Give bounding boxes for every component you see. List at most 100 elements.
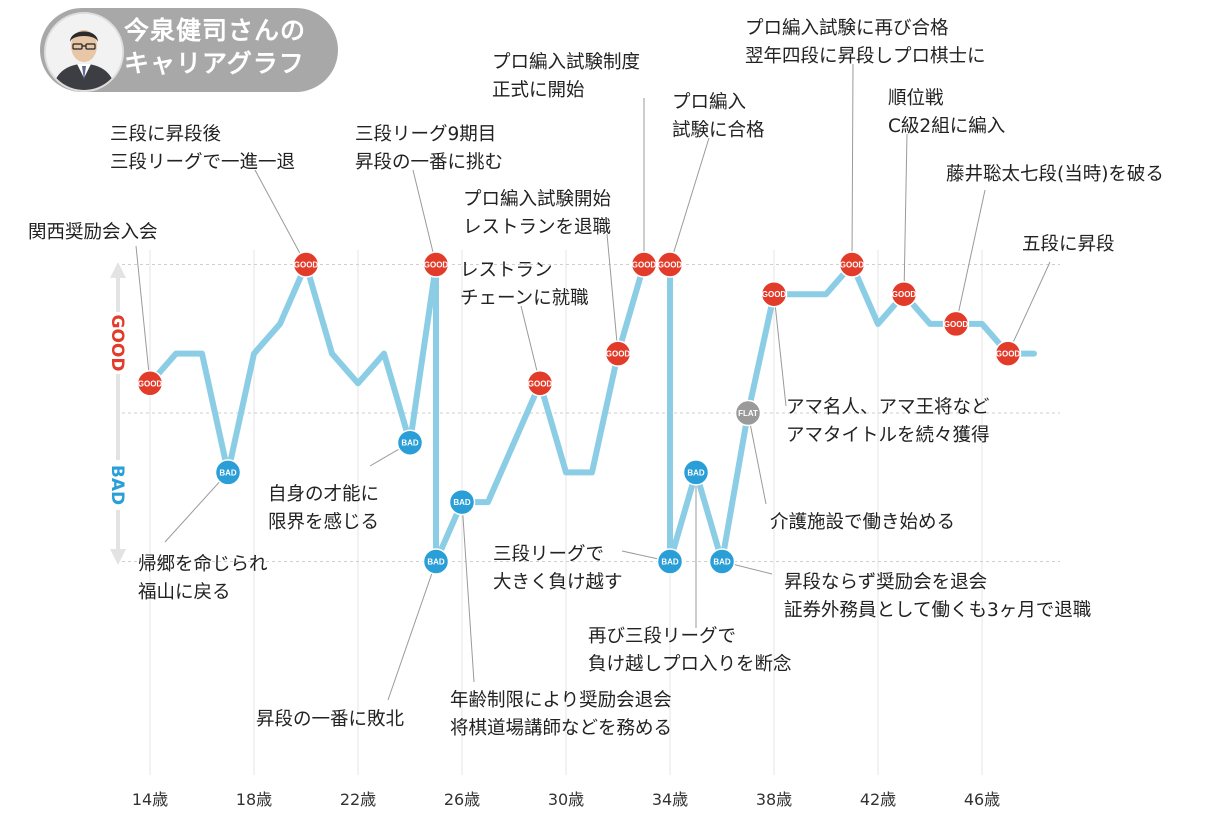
- annotation-line: アマ名人、アマ王将など: [786, 397, 990, 418]
- annotation-line: チェーンに就職: [460, 288, 589, 309]
- marker-good: GOOD: [526, 370, 554, 397]
- x-axis-ticks: 14歳 18歳 22歳 26歳 30歳 34歳 38歳 42歳 46歳: [132, 790, 1000, 809]
- annotation-1: 三段に昇段後三段リーグで一進一退: [110, 124, 295, 173]
- marker-label: GOOD: [840, 261, 865, 270]
- marker-dot: [422, 251, 450, 278]
- annotation-leader: [747, 412, 767, 505]
- marker-dot: [656, 548, 684, 575]
- title-line-2: キャリアグラフ: [124, 49, 305, 78]
- annotations: 関西奨励会入会三段に昇段後三段リーグで一進一退三段リーグ9期目昇段の一番に挑むプ…: [28, 18, 1164, 739]
- annotation-18: 年齢制限により奨励会退会将棋道場講師などを務める: [450, 690, 672, 739]
- marker-label: FLAT: [738, 409, 758, 418]
- arrow-up-icon: [110, 262, 126, 278]
- marker-label: GOOD: [996, 350, 1021, 359]
- x-tick-label: 46歳: [964, 790, 1000, 809]
- annotation-3: プロ編入試験制度正式に開始: [492, 52, 640, 101]
- marker-label: GOOD: [632, 261, 657, 270]
- marker-good: GOOD: [630, 251, 658, 278]
- marker-good: GOOD: [422, 251, 450, 278]
- avatar: [44, 12, 124, 92]
- marker-label: BAD: [427, 558, 445, 567]
- marker-dot: [292, 251, 320, 278]
- marker-dot: [734, 399, 762, 427]
- annotation-line: 再び三段リーグで: [588, 626, 736, 647]
- arrow-down-icon: [110, 549, 126, 565]
- annotation-16: 昇段ならず奨励会を退会証券外務員として働くも3ヶ月で退職: [784, 572, 1091, 621]
- marker-dot: [396, 429, 424, 456]
- annotation-leader: [520, 305, 541, 384]
- annotation-line: プロ編入試験に再び合格: [745, 18, 949, 39]
- annotation-6: レストランチェーンに就職: [460, 260, 589, 309]
- annotation-line: レストランを退職: [463, 217, 611, 238]
- annotation-line: 関西奨励会入会: [28, 222, 158, 243]
- annotation-line: 昇段ならず奨励会を退会: [784, 572, 987, 593]
- annotation-line: プロ編入: [672, 92, 746, 113]
- marker-label: GOOD: [658, 261, 683, 270]
- marker-good: GOOD: [292, 251, 320, 278]
- annotation-leaders: [135, 63, 1051, 701]
- title-line-1: 今泉健司さんの: [124, 16, 307, 45]
- marker-label: GOOD: [892, 290, 917, 299]
- x-tick-label: 22歳: [340, 790, 376, 809]
- marker-good: GOOD: [890, 280, 918, 308]
- marker-good: GOOD: [994, 340, 1022, 367]
- annotation-17: 再び三段リーグで負け越しプロ入りを断念: [588, 626, 792, 675]
- annotation-leader: [254, 169, 307, 265]
- marker-label: GOOD: [762, 290, 787, 299]
- annotation-leader: [851, 63, 854, 265]
- marker-good: GOOD: [942, 310, 970, 338]
- marker-bad: BAD: [214, 459, 242, 486]
- y-label-good: GOOD: [107, 315, 127, 372]
- annotation-line: 試験に合格: [672, 120, 765, 141]
- annotation-line: 大きく負け越す: [493, 572, 623, 593]
- annotation-leader: [387, 561, 437, 701]
- annotation-line: プロ編入試験開始: [463, 189, 611, 210]
- marker-bad: BAD: [396, 429, 424, 456]
- marker-label: BAD: [713, 558, 731, 567]
- y-label-bg: [108, 460, 128, 510]
- y-label-bg: [108, 312, 128, 374]
- annotation-7: プロ編入試験に再び合格翌年四段に昇段しプロ棋士に: [745, 18, 986, 67]
- marker-label: BAD: [219, 468, 237, 477]
- annotation-leader: [412, 169, 437, 265]
- annotation-line: 福山に戻る: [138, 582, 231, 603]
- annotation-5: プロ編入試験開始レストランを退職: [463, 189, 611, 238]
- annotation-leader: [461, 502, 475, 683]
- marker-dot: [214, 459, 242, 486]
- annotation-line: 三段に昇段後: [110, 124, 221, 145]
- annotation-line: 昇段の一番に敗北: [256, 709, 404, 730]
- y-label-bad: BAD: [107, 465, 127, 505]
- marker-dot: [838, 251, 866, 278]
- annotation-line: プロ編入試験制度: [492, 52, 640, 73]
- annotation-line: 三段リーグで一進一退: [110, 152, 295, 173]
- marker-dot: [604, 340, 632, 367]
- annotation-12: 介護施設で働き始める: [770, 512, 955, 533]
- annotation-13: 自身の才能に限界を感じる: [268, 484, 379, 533]
- marker-dot: [656, 251, 684, 278]
- marker-good: GOOD: [760, 280, 788, 308]
- marker-bad: BAD: [656, 548, 684, 575]
- annotation-leader: [606, 233, 619, 354]
- annotation-line: 年齢制限により奨励会退会: [450, 690, 672, 711]
- marker-label: GOOD: [944, 320, 969, 329]
- annotation-line: 五段に昇段: [1022, 234, 1115, 255]
- marker-label: BAD: [453, 498, 471, 507]
- marker-label: BAD: [687, 468, 705, 477]
- annotation-9: 藤井聡太七段(当時)を破る: [946, 164, 1164, 185]
- y-axis: GOOD BAD: [107, 262, 128, 565]
- x-tick-label: 26歳: [444, 790, 480, 809]
- annotation-10: 五段に昇段: [1022, 234, 1115, 255]
- annotation-line: 昇段の一番に挑む: [355, 152, 503, 173]
- marker-bad: BAD: [682, 459, 710, 486]
- marker-good: GOOD: [838, 251, 866, 278]
- annotation-11: アマ名人、アマ王将などアマタイトルを続々獲得: [786, 397, 990, 446]
- marker-good: GOOD: [604, 340, 632, 367]
- person-photo-icon: [46, 14, 122, 90]
- annotation-8: 順位戦 C級2組に編入: [888, 88, 1005, 137]
- annotation-19: 昇段の一番に敗北: [256, 709, 404, 730]
- annotation-line: 三段リーグ9期目: [355, 124, 496, 145]
- annotation-line: 自身の才能に: [268, 484, 379, 505]
- marker-dot: [890, 280, 918, 308]
- x-tick-label: 30歳: [548, 790, 584, 809]
